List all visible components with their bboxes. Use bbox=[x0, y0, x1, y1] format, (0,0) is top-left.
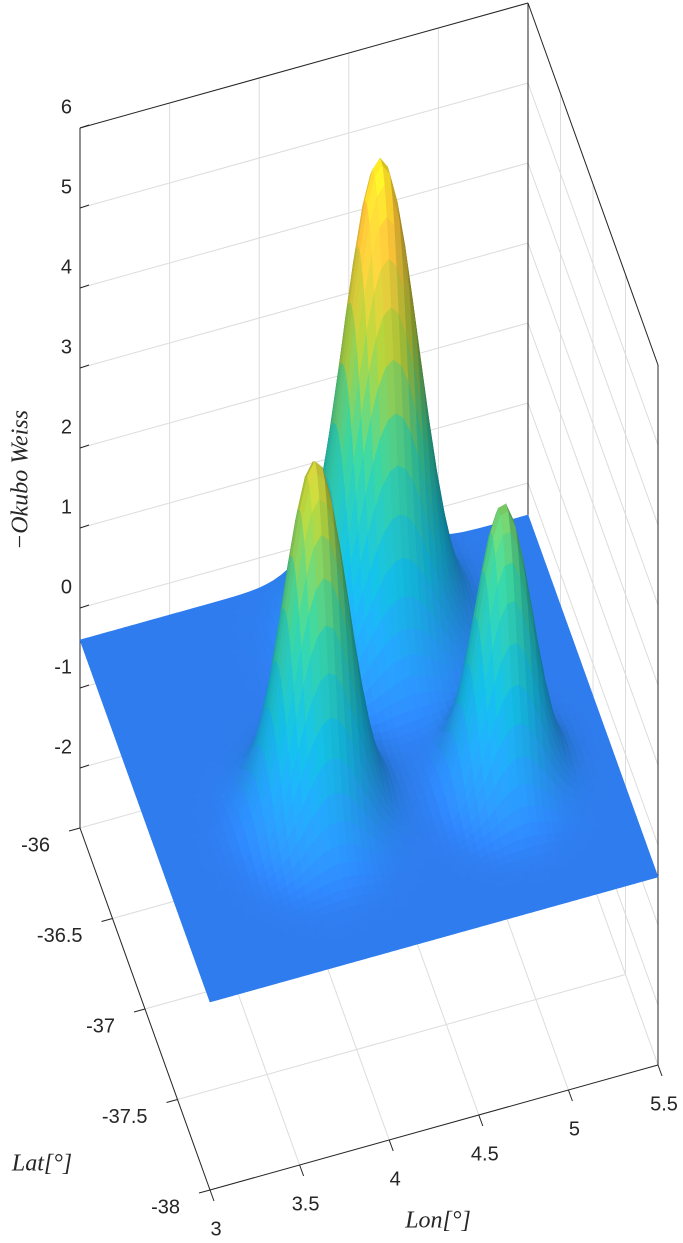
z-tick-label: 2 bbox=[61, 416, 72, 438]
axis-edge bbox=[79, 2, 529, 129]
tick-mark bbox=[166, 1099, 178, 1103]
z-tick-label: -2 bbox=[54, 736, 72, 758]
tick-mark bbox=[657, 1064, 663, 1077]
x-tick-label: 5.5 bbox=[650, 1093, 678, 1115]
tick-mark bbox=[299, 1164, 305, 1177]
surface-patch bbox=[207, 993, 218, 1003]
z-tick-label: 3 bbox=[61, 336, 72, 358]
y-tick-label: -36.5 bbox=[37, 925, 83, 947]
x-axis-label: Lon[°] bbox=[404, 1208, 471, 1234]
z-tick-label: 6 bbox=[61, 96, 72, 118]
grid-line bbox=[79, 322, 529, 449]
z-tick-label: -1 bbox=[54, 656, 72, 678]
z-tick-label: 1 bbox=[61, 496, 72, 518]
tick-mark bbox=[79, 444, 90, 449]
grid-line bbox=[79, 82, 529, 209]
z-tick-label: 0 bbox=[61, 576, 72, 598]
tick-mark bbox=[133, 1008, 146, 1013]
tick-mark bbox=[567, 1089, 573, 1102]
tick-mark bbox=[101, 918, 113, 922]
x-tick-label: 5 bbox=[569, 1118, 580, 1140]
tick-mark bbox=[198, 1189, 211, 1194]
surface bbox=[79, 157, 659, 1003]
y-axis-label: Lat[°] bbox=[11, 1151, 72, 1177]
z-tick-label: 4 bbox=[61, 256, 72, 278]
x-tick-label: 4.5 bbox=[471, 1143, 499, 1165]
grid-line bbox=[527, 322, 659, 686]
tick-mark bbox=[209, 1189, 215, 1202]
x-tick-label: 3 bbox=[210, 1218, 221, 1240]
z-axis-label: −Okubo Weiss bbox=[8, 410, 34, 550]
grid-line bbox=[527, 242, 659, 606]
tick-mark bbox=[388, 1139, 394, 1152]
y-tick-label: -37.5 bbox=[102, 1106, 148, 1128]
x-tick-label: 4 bbox=[390, 1168, 401, 1190]
grid-line bbox=[79, 162, 529, 289]
y-tick-label: -37 bbox=[86, 1015, 115, 1037]
axis-edge bbox=[209, 1064, 659, 1191]
tick-mark bbox=[79, 604, 90, 609]
tick-mark bbox=[478, 1114, 484, 1127]
tick-mark bbox=[68, 827, 81, 832]
tick-mark bbox=[79, 764, 90, 769]
y-tick-label: -36 bbox=[21, 834, 50, 856]
grid-line bbox=[527, 402, 659, 766]
tick-mark bbox=[79, 684, 90, 689]
grid-line bbox=[177, 974, 626, 1100]
tick-mark bbox=[79, 364, 90, 369]
grid-line bbox=[79, 402, 529, 529]
tick-mark bbox=[79, 284, 90, 289]
tick-mark bbox=[79, 204, 90, 209]
grid-line bbox=[527, 482, 659, 846]
tick-mark bbox=[79, 524, 90, 529]
x-tick-label: 3.5 bbox=[292, 1193, 320, 1215]
z-tick-label: 5 bbox=[61, 176, 72, 198]
tick-mark bbox=[79, 124, 90, 129]
grid-line bbox=[527, 162, 659, 526]
grid-line bbox=[527, 82, 659, 446]
grid-line bbox=[79, 242, 529, 369]
y-tick-label: -38 bbox=[151, 1196, 180, 1218]
axis-edge bbox=[527, 2, 659, 366]
